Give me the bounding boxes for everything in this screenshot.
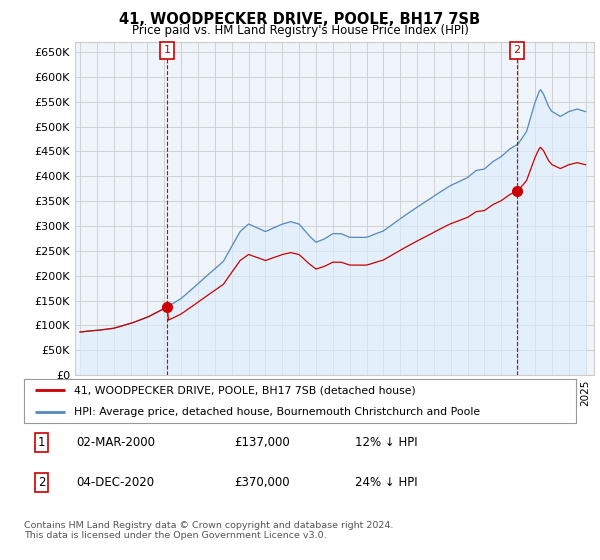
Text: Price paid vs. HM Land Registry's House Price Index (HPI): Price paid vs. HM Land Registry's House … [131,24,469,36]
Text: 2: 2 [38,476,46,489]
Text: 1: 1 [164,45,170,55]
Text: 41, WOODPECKER DRIVE, POOLE, BH17 7SB: 41, WOODPECKER DRIVE, POOLE, BH17 7SB [119,12,481,27]
Text: 41, WOODPECKER DRIVE, POOLE, BH17 7SB (detached house): 41, WOODPECKER DRIVE, POOLE, BH17 7SB (d… [74,385,415,395]
Text: £137,000: £137,000 [234,436,290,449]
Text: 04-DEC-2020: 04-DEC-2020 [76,476,155,489]
Text: 2: 2 [513,45,520,55]
Text: 24% ↓ HPI: 24% ↓ HPI [355,476,418,489]
Text: Contains HM Land Registry data © Crown copyright and database right 2024.
This d: Contains HM Land Registry data © Crown c… [24,521,394,540]
Text: 1: 1 [38,436,46,449]
Text: HPI: Average price, detached house, Bournemouth Christchurch and Poole: HPI: Average price, detached house, Bour… [74,407,480,417]
Text: 02-MAR-2000: 02-MAR-2000 [76,436,155,449]
Text: 12% ↓ HPI: 12% ↓ HPI [355,436,418,449]
Text: £370,000: £370,000 [234,476,289,489]
